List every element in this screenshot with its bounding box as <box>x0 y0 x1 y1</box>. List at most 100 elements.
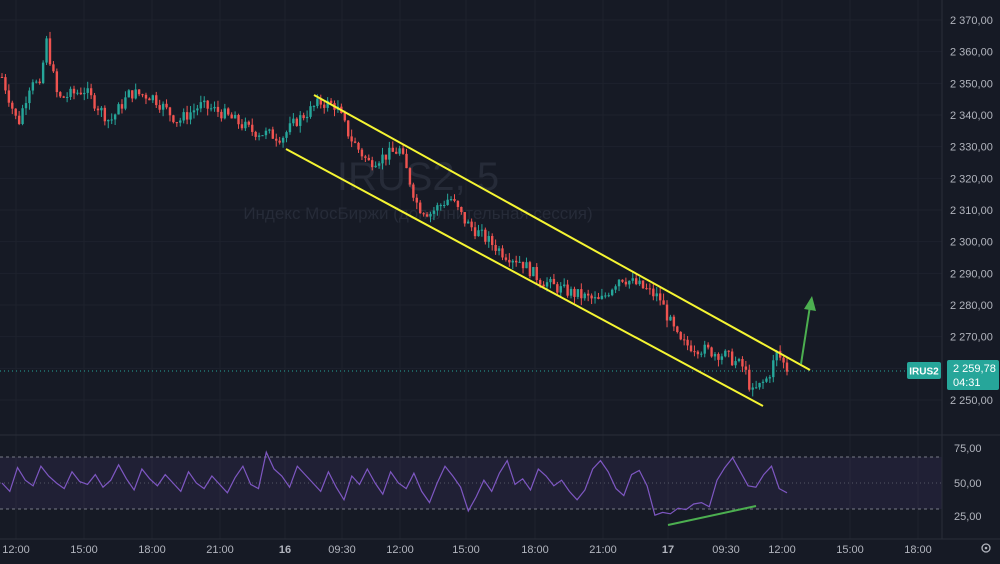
candle[interactable] <box>233 111 237 119</box>
candle[interactable] <box>62 95 65 99</box>
candle[interactable] <box>597 292 600 300</box>
candle[interactable] <box>614 284 617 294</box>
candle[interactable] <box>484 227 487 245</box>
rsi-divergence-line[interactable] <box>667 505 757 526</box>
candle[interactable] <box>566 279 569 298</box>
candle[interactable] <box>364 154 367 162</box>
candle[interactable] <box>713 352 717 361</box>
candle[interactable] <box>7 84 11 107</box>
candle[interactable] <box>329 98 333 104</box>
candle[interactable] <box>353 137 357 144</box>
candle[interactable] <box>662 293 665 305</box>
candle[interactable] <box>679 331 682 341</box>
candle[interactable] <box>257 132 261 141</box>
candle[interactable] <box>391 141 394 152</box>
candle[interactable] <box>292 113 295 127</box>
candle[interactable] <box>83 87 86 101</box>
candle[interactable] <box>744 360 748 375</box>
candle[interactable] <box>532 266 535 277</box>
time-axis[interactable]: 12:00 15:00 18:00 21:00 16 09:30 12:00 15:00 18:… <box>2 544 932 556</box>
candle[interactable] <box>580 283 583 306</box>
candle[interactable] <box>429 211 432 223</box>
candle[interactable] <box>480 224 484 237</box>
candle[interactable] <box>172 114 175 124</box>
candle[interactable] <box>14 108 17 120</box>
candle[interactable] <box>86 81 89 99</box>
candle[interactable] <box>463 212 466 227</box>
candle[interactable] <box>131 90 134 103</box>
candle[interactable] <box>251 118 254 136</box>
candle[interactable] <box>583 292 586 301</box>
candle[interactable] <box>52 61 55 73</box>
candle[interactable] <box>552 274 556 285</box>
candle[interactable] <box>604 292 607 299</box>
candle[interactable] <box>285 130 288 143</box>
gear-icon[interactable] <box>981 543 991 553</box>
candle[interactable] <box>281 136 285 148</box>
candle[interactable] <box>652 284 655 301</box>
candle[interactable] <box>199 95 203 113</box>
candle[interactable] <box>686 336 689 351</box>
candle[interactable] <box>384 154 388 166</box>
candle[interactable] <box>405 148 408 169</box>
candle[interactable] <box>621 279 624 283</box>
candle[interactable] <box>638 276 641 286</box>
candle[interactable] <box>182 108 185 124</box>
candle[interactable] <box>449 196 453 202</box>
candles[interactable] <box>0 31 789 397</box>
candle[interactable] <box>312 105 316 112</box>
candle[interactable] <box>665 300 669 328</box>
candle[interactable] <box>443 200 446 209</box>
candle[interactable] <box>196 104 199 116</box>
candle[interactable] <box>432 206 436 221</box>
candle[interactable] <box>772 354 775 383</box>
candle[interactable] <box>103 105 107 126</box>
candle[interactable] <box>436 202 439 216</box>
candle[interactable] <box>600 288 604 300</box>
candle[interactable] <box>682 333 686 346</box>
candle[interactable] <box>271 126 275 139</box>
candle[interactable] <box>549 276 552 289</box>
candle[interactable] <box>689 340 693 353</box>
candle[interactable] <box>377 161 381 169</box>
candle[interactable] <box>65 92 69 103</box>
candle[interactable] <box>569 286 573 299</box>
candle[interactable] <box>35 79 38 84</box>
candle[interactable] <box>724 349 727 358</box>
candle[interactable] <box>425 212 429 218</box>
candle[interactable] <box>439 203 442 211</box>
candle[interactable] <box>158 99 161 113</box>
candle[interactable] <box>508 253 511 267</box>
candle[interactable] <box>525 257 528 269</box>
candle[interactable] <box>299 111 302 133</box>
candle[interactable] <box>28 87 31 110</box>
candle[interactable] <box>48 31 52 66</box>
candle[interactable] <box>573 286 576 304</box>
candle[interactable] <box>96 105 100 116</box>
candle[interactable] <box>556 281 559 297</box>
rsi-axis[interactable]: 75,00 50,00 25,00 <box>954 443 982 523</box>
candle[interactable] <box>401 144 405 155</box>
candle[interactable] <box>607 292 610 298</box>
candle[interactable] <box>227 107 230 116</box>
candle[interactable] <box>645 283 648 290</box>
candle[interactable] <box>641 280 645 290</box>
candle[interactable] <box>676 325 679 334</box>
candle[interactable] <box>446 193 449 206</box>
candle[interactable] <box>453 194 456 203</box>
candle[interactable] <box>141 93 144 98</box>
candle[interactable] <box>477 224 480 237</box>
candle[interactable] <box>24 96 28 115</box>
candle[interactable] <box>727 350 730 358</box>
candle[interactable] <box>72 85 76 100</box>
candle[interactable] <box>758 382 761 390</box>
rsi-line[interactable] <box>1 450 788 516</box>
candle[interactable] <box>89 83 93 100</box>
candle[interactable] <box>374 161 377 168</box>
candle[interactable] <box>542 281 545 287</box>
candle[interactable] <box>110 113 113 125</box>
candle[interactable] <box>148 97 151 101</box>
candle[interactable] <box>319 94 322 109</box>
